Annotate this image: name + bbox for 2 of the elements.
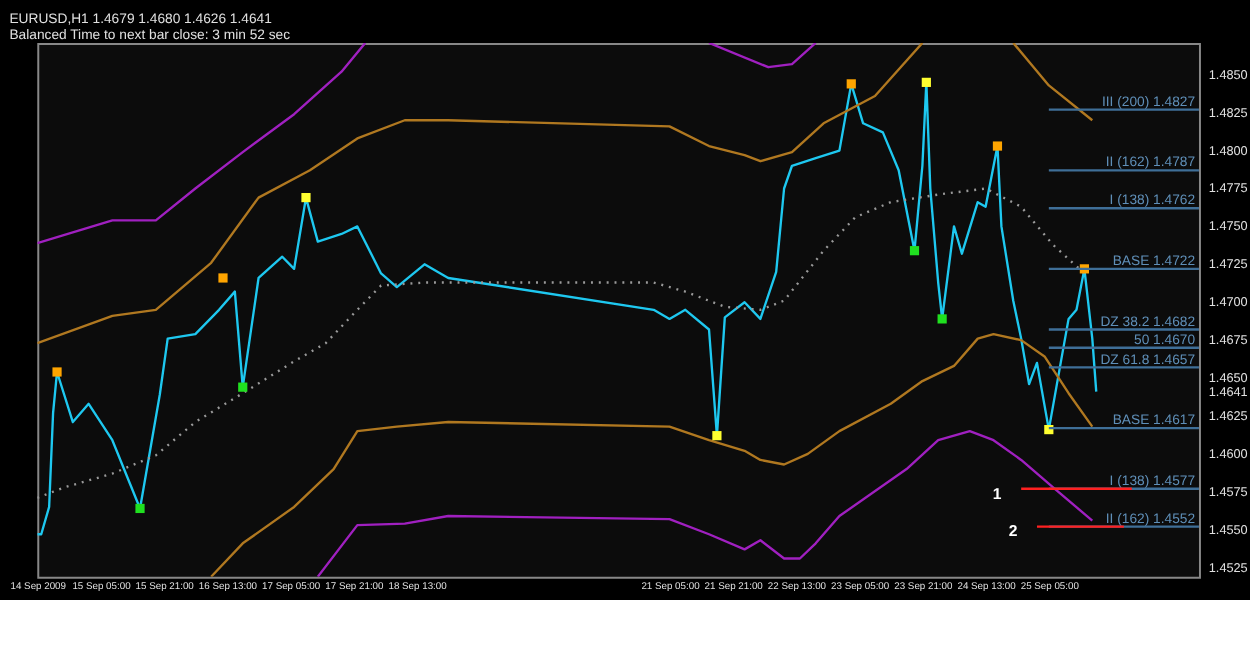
annotation: 2 <box>1008 522 1019 541</box>
annotation: 1 <box>992 484 1003 503</box>
